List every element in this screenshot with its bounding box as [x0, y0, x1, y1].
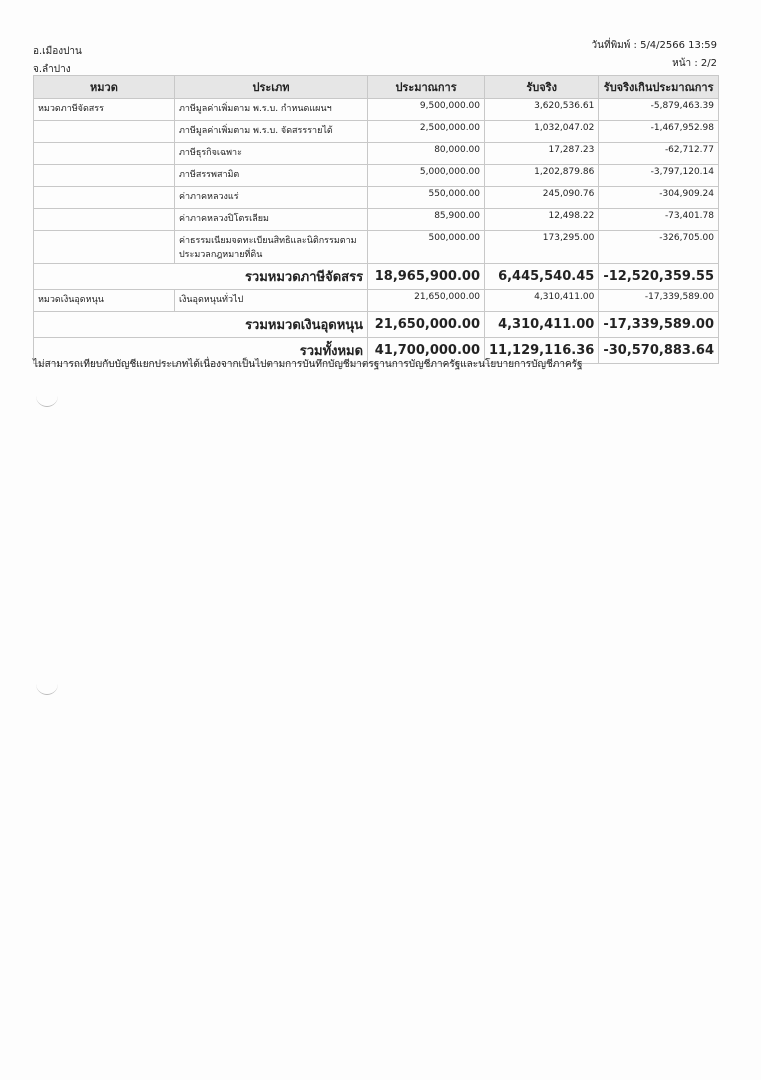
col-estimate: ประมาณการ [367, 75, 486, 99]
subtotal-estimate: 18,965,900.00 [367, 263, 486, 290]
col-actual: รับจริง [484, 75, 600, 99]
total-label: รวมทั้งหมด [32, 337, 369, 364]
footnote: ไม่สามารถเทียบกับบัญชีแยกประเภทได้เนื่อง… [33, 359, 583, 370]
total-diff: -30,570,883.64 [598, 337, 719, 364]
cell-type: ภาษีสรรพสามิต [173, 164, 369, 187]
table-row: ค่าภาคหลวงแร่ 550,000.00 245,090.76 -304,90… [33, 186, 719, 209]
cell-estimate: 9,500,000.00 [367, 98, 486, 121]
subtotal-diff: -12,520,359.55 [598, 263, 719, 290]
revenue-table: หมวด ประเภท ประมาณการ รับจริง รับจริงเกิ… [32, 75, 719, 364]
cell-actual: 173,295.00 [484, 230, 600, 264]
cell-type: ค่าภาคหลวงแร่ [173, 186, 369, 209]
cell-diff: -304,909.24 [598, 186, 719, 209]
cell-actual: 12,498.22 [484, 208, 600, 231]
cell-actual: 17,287.23 [484, 142, 600, 165]
total-actual: 11,129,116.36 [484, 337, 600, 364]
cell-diff: -326,705.00 [598, 230, 719, 264]
cell-type: ภาษีธุรกิจเฉพาะ [173, 142, 369, 165]
cell-actual: 245,090.76 [484, 186, 600, 209]
cell-actual: 1,202,879.86 [484, 164, 600, 187]
page-number: หน้า : 2/2 [672, 58, 717, 69]
cell-diff: -1,467,952.98 [598, 120, 719, 143]
table-header: หมวด ประเภท ประมาณการ รับจริง รับจริงเกิ… [33, 75, 719, 99]
cell-estimate: 85,900.00 [367, 208, 486, 231]
table-row: ภาษีสรรพสามิต 5,000,000.00 1,202,879.86 -3,… [33, 164, 719, 187]
cell-category [33, 208, 175, 231]
cell-diff: -17,339,589.00 [598, 289, 719, 312]
cell-type: ภาษีมูลค่าเพิ่มตาม พ.ร.บ. จัดสรรรายได้ [173, 120, 369, 143]
punch-hole-mark [36, 680, 58, 695]
subtotal-label: รวมหมวดภาษีจัดสรร [32, 263, 369, 290]
cell-actual: 1,032,047.02 [484, 120, 600, 143]
table-row: ภาษีมูลค่าเพิ่มตาม พ.ร.บ. จัดสรรรายได้ 2,… [33, 120, 719, 143]
cell-category: หมวดภาษีจัดสรร [33, 98, 175, 121]
cell-category: หมวดเงินอุดหนุน [33, 289, 175, 312]
col-diff: รับจริงเกินประมาณการ [598, 75, 719, 99]
cell-estimate: 500,000.00 [367, 230, 486, 264]
cell-type: ค่าธรรมเนียมจดทะเบียนสิทธิและนิติกรรมตาม… [173, 230, 369, 264]
cell-type: ค่าภาคหลวงปิโตรเลียม [173, 208, 369, 231]
cell-diff: -62,712.77 [598, 142, 719, 165]
total-row: รวมทั้งหมด 41,700,000.00 11,129,116.36 -… [32, 337, 719, 364]
cell-diff: -73,401.78 [598, 208, 719, 231]
cell-category [33, 120, 175, 143]
subtotal-label: รวมหมวดเงินอุดหนุน [32, 311, 369, 338]
punch-hole-mark [36, 392, 58, 407]
cell-estimate: 5,000,000.00 [367, 164, 486, 187]
subtotal-actual: 6,445,540.45 [484, 263, 600, 290]
cell-actual: 4,310,411.00 [484, 289, 600, 312]
subtotal-row: รวมหมวดภาษีจัดสรร 18,965,900.00 6,445,54… [32, 263, 719, 290]
print-date: วันที่พิมพ์ : 5/4/2566 13:59 [591, 40, 717, 51]
table-row: หมวดภาษีจัดสรร ภาษีมูลค่าเพิ่มตาม พ.ร.บ. … [33, 98, 719, 121]
col-category: หมวด [33, 75, 175, 99]
col-type: ประเภท [173, 75, 369, 99]
cell-diff: -5,879,463.39 [598, 98, 719, 121]
cell-type: ภาษีมูลค่าเพิ่มตาม พ.ร.บ. กำหนดแผนฯ [173, 98, 369, 121]
cell-actual: 3,620,536.61 [484, 98, 600, 121]
cell-estimate: 21,650,000.00 [367, 289, 486, 312]
cell-category [33, 142, 175, 165]
cell-category [33, 164, 175, 187]
subtotal-row: รวมหมวดเงินอุดหนุน 21,650,000.00 4,310,4… [32, 311, 719, 338]
district: อ.เมืองปาน [33, 46, 82, 57]
cell-diff: -3,797,120.14 [598, 164, 719, 187]
table-row: ภาษีธุรกิจเฉพาะ 80,000.00 17,287.23 -62,712… [33, 142, 719, 165]
subtotal-actual: 4,310,411.00 [484, 311, 600, 338]
cell-estimate: 2,500,000.00 [367, 120, 486, 143]
subtotal-diff: -17,339,589.00 [598, 311, 719, 338]
subtotal-estimate: 21,650,000.00 [367, 311, 486, 338]
province: จ.ลำปาง [33, 64, 71, 75]
cell-category [33, 186, 175, 209]
cell-type: เงินอุดหนุนทั่วไป [173, 289, 369, 312]
table-row: ค่าธรรมเนียมจดทะเบียนสิทธิและนิติกรรมตาม… [33, 230, 719, 264]
table-row: ค่าภาคหลวงปิโตรเลียม 85,900.00 12,498.22 -7… [33, 208, 719, 231]
cell-category [33, 230, 175, 264]
cell-estimate: 80,000.00 [367, 142, 486, 165]
total-estimate: 41,700,000.00 [367, 337, 486, 364]
cell-estimate: 550,000.00 [367, 186, 486, 209]
table-row: หมวดเงินอุดหนุน เงินอุดหนุนทั่วไป 21,650… [33, 289, 719, 312]
